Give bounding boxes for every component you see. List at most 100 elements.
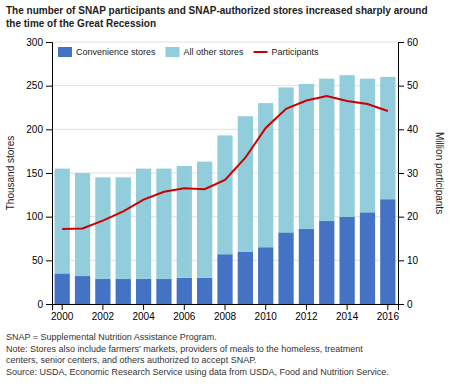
tick-label: 40	[407, 124, 419, 135]
axis-line	[46, 43, 53, 305]
tick-label: 200	[26, 124, 43, 135]
bar	[95, 177, 110, 278]
legend-item: Participants	[254, 47, 320, 57]
note: SNAP = Supplemental Nutrition Assistance…	[6, 332, 217, 342]
bar	[55, 169, 70, 274]
tick-mark	[347, 304, 348, 310]
tick-label: 50	[407, 80, 419, 91]
tick-mark	[46, 260, 52, 261]
tick-label: 50	[32, 255, 44, 266]
bar	[258, 103, 273, 247]
tick-label: 2010	[255, 311, 278, 322]
tick-label: 20	[407, 211, 419, 222]
tick: 200	[26, 124, 52, 135]
y-axis-title: Thousand stores	[5, 136, 16, 211]
tick: 2006	[173, 304, 196, 322]
tick: 250	[26, 80, 52, 91]
bar	[360, 79, 375, 213]
tick: 50	[32, 255, 52, 266]
tick-mark	[62, 304, 63, 310]
tick: 60	[398, 37, 419, 48]
bar	[339, 217, 354, 304]
bar	[238, 116, 253, 251]
bar	[95, 279, 110, 304]
bar	[136, 169, 151, 279]
tick: 2004	[132, 304, 155, 322]
note: Source: USDA, Economic Research Service …	[6, 367, 389, 377]
tick-label: 2014	[336, 311, 359, 322]
bar	[75, 276, 90, 304]
tick: 50	[398, 80, 419, 91]
bar	[75, 173, 90, 276]
tick: 300	[26, 37, 52, 48]
tick: 10	[398, 255, 419, 266]
bar	[278, 232, 293, 304]
legend-label: All other stores	[184, 47, 245, 57]
tick-label: 2016	[377, 311, 400, 322]
tick: 20	[398, 211, 419, 222]
bar	[136, 279, 151, 304]
bar	[380, 77, 395, 199]
bar	[258, 247, 273, 304]
legend-swatch	[58, 47, 72, 57]
bar	[339, 75, 354, 216]
bar	[299, 84, 314, 229]
tick-mark	[398, 217, 404, 218]
tick: 0	[398, 299, 413, 310]
bar	[319, 221, 334, 304]
grid	[52, 42, 398, 304]
tick: 2010	[255, 304, 278, 322]
axis-line	[53, 305, 399, 311]
legend-item: All other stores	[166, 47, 245, 57]
tick: 30	[398, 168, 419, 179]
note: Note: Stores also include farmers’ marke…	[6, 344, 363, 354]
line	[62, 96, 388, 229]
bar	[197, 278, 212, 304]
tick-mark	[387, 304, 388, 310]
tick: 0	[37, 299, 52, 310]
tick-label: 0	[37, 299, 43, 310]
tick: 2016	[377, 304, 400, 322]
bar-series	[55, 75, 396, 278]
tick-mark	[46, 86, 52, 87]
legend: Convenience storesAll other storesPartic…	[58, 47, 319, 57]
x-axis: 200020022004200620082010201220142016	[51, 304, 399, 322]
bar	[116, 177, 131, 278]
plot: 2000200220042006200820102012201420160501…	[5, 37, 445, 322]
bar	[319, 79, 334, 221]
tick: 150	[26, 168, 52, 179]
title: the time of the Great Recession	[6, 18, 156, 29]
title: The number of SNAP participants and SNAP…	[6, 5, 428, 16]
tick-mark	[46, 173, 52, 174]
tick-label: 0	[407, 299, 413, 310]
tick: 100	[26, 211, 52, 222]
tick-mark	[225, 304, 226, 310]
tick-mark	[398, 42, 404, 43]
legend-swatch	[254, 51, 268, 53]
tick-label: 300	[26, 37, 43, 48]
tick-mark	[143, 304, 144, 310]
legend-label: Participants	[272, 47, 320, 57]
bar	[177, 278, 192, 304]
bar	[217, 254, 232, 304]
tick-mark	[46, 304, 52, 305]
bar	[156, 169, 171, 279]
tick-label: 2008	[214, 311, 237, 322]
bar	[116, 279, 131, 304]
tick: 2000	[51, 304, 74, 322]
tick-mark	[265, 304, 266, 310]
note: centers, senior centers, and others auth…	[6, 355, 256, 365]
tick-mark	[398, 129, 404, 130]
bar	[217, 135, 232, 254]
tick-mark	[306, 304, 307, 310]
tick-label: 30	[407, 168, 419, 179]
chart: The number of SNAP participants and SNAP…	[0, 0, 450, 386]
tick-mark	[398, 173, 404, 174]
tick-label: 2006	[173, 311, 196, 322]
y2-axis: 0 10 20 30 40 50 60	[398, 37, 419, 310]
tick-label: 10	[407, 255, 419, 266]
tick-mark	[398, 86, 404, 87]
tick-mark	[46, 217, 52, 218]
bar	[177, 166, 192, 278]
tick: 2008	[214, 304, 237, 322]
